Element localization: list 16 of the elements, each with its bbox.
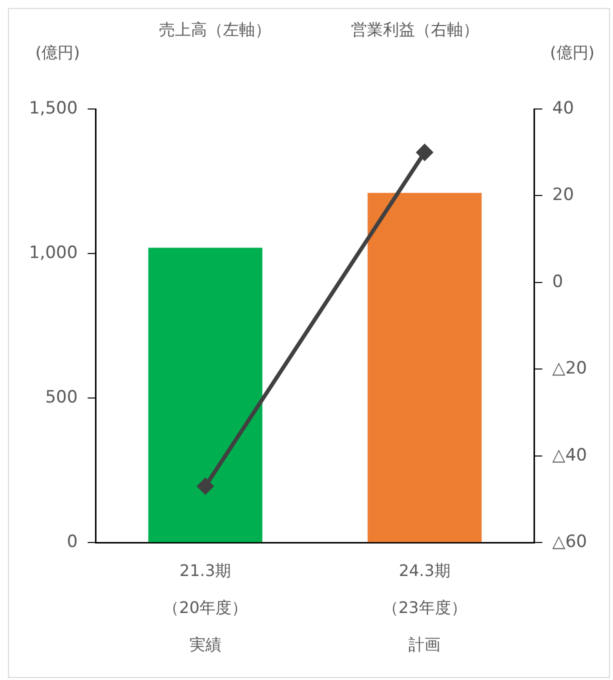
y2-tick-label: △20 [552, 358, 588, 379]
y-tick-label: 500 [45, 387, 78, 408]
y-axis-title: (億円) [35, 43, 80, 62]
text: 営業利益（右軸） [350, 20, 479, 40]
y2-tick-label: 20 [552, 185, 574, 206]
text: 売上高（左軸） [158, 20, 271, 40]
y2-axis-title: (億円) [550, 43, 595, 62]
x-tick-label: 21.3期（20年度）実績 [163, 561, 248, 654]
y-tick-label: 0 [66, 532, 78, 552]
x-tick-label: 24.3期（23年度）計画 [382, 561, 467, 654]
y2-tick-label: △40 [552, 445, 588, 466]
y-tick-label: 1,500 [28, 98, 78, 118]
y2-tick-label: 40 [552, 98, 574, 118]
y2-tick-label: 0 [552, 272, 564, 292]
y2-tick-label: △60 [552, 532, 588, 552]
y-tick-label: 1,000 [28, 242, 78, 263]
